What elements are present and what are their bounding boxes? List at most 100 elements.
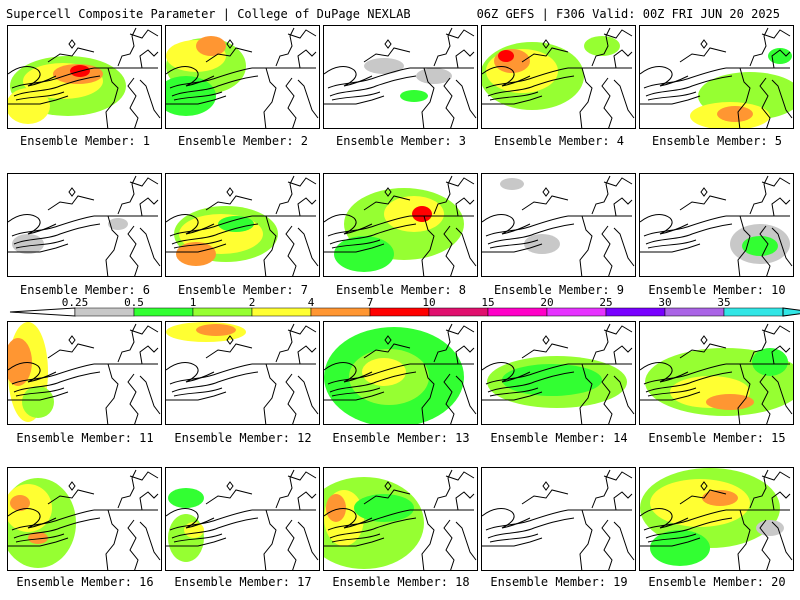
diamond-marker-icon <box>68 335 76 345</box>
scp-contour-fill <box>354 494 414 522</box>
scp-contour-fill <box>8 338 32 386</box>
geo-boundary-line <box>771 375 793 415</box>
geo-boundary-line <box>443 77 455 128</box>
scale-color-segment <box>369 307 430 317</box>
color-scale-bar <box>9 307 800 317</box>
scp-contour-fill <box>702 490 738 506</box>
ensemble-member-panel <box>481 467 636 571</box>
ensemble-member-panel <box>323 25 478 129</box>
geo-boundary-line <box>579 363 593 424</box>
geo-boundary-line <box>749 27 769 67</box>
scp-map <box>166 175 319 276</box>
geo-boundary-line <box>171 517 259 539</box>
scp-contour-fill <box>8 88 50 124</box>
geo-boundary-line <box>173 91 223 101</box>
scale-color-segment <box>251 307 312 317</box>
geo-boundary-line <box>169 363 253 385</box>
geo-boundary-line <box>329 223 417 245</box>
geo-boundary-line <box>749 469 769 509</box>
geo-boundary-line <box>105 67 119 128</box>
scale-color-segment <box>192 307 253 317</box>
geo-boundary-line <box>324 391 385 401</box>
scp-contour-fill <box>22 386 54 418</box>
geo-boundary-line <box>601 225 613 276</box>
geo-boundary-line <box>11 215 95 237</box>
geo-boundary-line <box>324 537 385 547</box>
geo-boundary-line <box>139 491 159 511</box>
geo-boundary-line <box>331 91 381 101</box>
geo-boundary-line <box>297 375 319 415</box>
geo-boundary-line <box>327 67 411 89</box>
geo-boundary-line <box>285 225 297 276</box>
scale-arrow-right <box>782 307 800 317</box>
ensemble-member-label: Ensemble Member: 8 <box>335 283 467 297</box>
ensemble-member-panel <box>639 467 794 571</box>
geo-boundary-line <box>47 343 95 359</box>
scp-contour-fill <box>752 348 788 376</box>
diamond-marker-icon <box>226 187 234 197</box>
scp-contour-fill <box>166 76 216 116</box>
scp-map <box>640 323 793 424</box>
ensemble-member-panel <box>7 321 162 425</box>
geo-boundary-line <box>8 391 69 401</box>
geo-boundary-line <box>643 363 727 385</box>
scp-map <box>482 27 635 128</box>
geo-boundary-line <box>166 537 227 547</box>
ensemble-member-panel <box>481 321 636 425</box>
geo-boundary-line <box>579 67 593 128</box>
geo-boundary-line <box>433 469 453 509</box>
geo-boundary-line <box>591 323 611 363</box>
geo-boundary-line <box>679 343 727 359</box>
geo-boundary-line <box>603 325 633 335</box>
diamond-marker-icon <box>700 335 708 345</box>
geo-boundary-line <box>643 215 727 237</box>
geo-boundary-line <box>487 75 575 97</box>
geo-boundary-line <box>139 79 161 119</box>
geo-boundary-line <box>455 79 477 119</box>
geo-boundary-line <box>13 371 101 393</box>
diamond-marker-icon <box>700 187 708 197</box>
geo-boundary-line <box>324 95 385 105</box>
geo-boundary-line <box>613 49 633 69</box>
scp-contour-fill <box>650 530 710 566</box>
geo-boundary-line <box>603 29 633 39</box>
scp-contour-fill <box>108 218 128 230</box>
scp-contour-fill <box>362 358 406 386</box>
geo-boundary-line <box>640 391 701 401</box>
ensemble-member-panel <box>165 25 320 129</box>
ensemble-member-panel <box>639 25 794 129</box>
geo-boundary-line <box>363 343 411 359</box>
geo-boundary-line <box>327 215 411 237</box>
geo-boundary-line <box>443 225 455 276</box>
geo-boundary-line <box>445 177 475 187</box>
geo-boundary-line <box>421 363 435 424</box>
scp-contour-fill <box>768 48 792 64</box>
geo-boundary-line <box>117 323 137 363</box>
geo-boundary-line <box>324 243 385 253</box>
geo-boundary-line <box>127 519 139 570</box>
diamond-marker-icon <box>68 39 76 49</box>
scp-contour-fill <box>500 178 524 190</box>
geo-boundary-line <box>643 67 727 89</box>
geo-boundary-line <box>455 375 477 415</box>
scale-tick-label: 2 <box>248 296 256 309</box>
scp-contour-fill <box>742 236 778 256</box>
geo-boundary-line <box>205 195 253 211</box>
diamond-marker-icon <box>226 481 234 491</box>
geo-boundary-line <box>117 469 137 509</box>
geo-boundary-line <box>640 243 701 253</box>
geo-boundary-line <box>297 521 319 561</box>
diamond-marker-icon <box>68 481 76 491</box>
diamond-marker-icon <box>542 39 550 49</box>
geo-boundary-line <box>601 373 613 424</box>
scale-arrow-left <box>9 307 76 317</box>
geo-boundary-line <box>166 391 227 401</box>
geo-boundary-line <box>771 491 791 511</box>
geo-boundary-line <box>761 471 791 481</box>
ensemble-member-panel <box>7 173 162 277</box>
scp-contour-fill <box>706 394 754 410</box>
geo-boundary-line <box>761 29 791 39</box>
geo-boundary-line <box>482 95 543 105</box>
ensemble-member-panel <box>323 173 478 277</box>
scale-color-segment <box>605 307 666 317</box>
